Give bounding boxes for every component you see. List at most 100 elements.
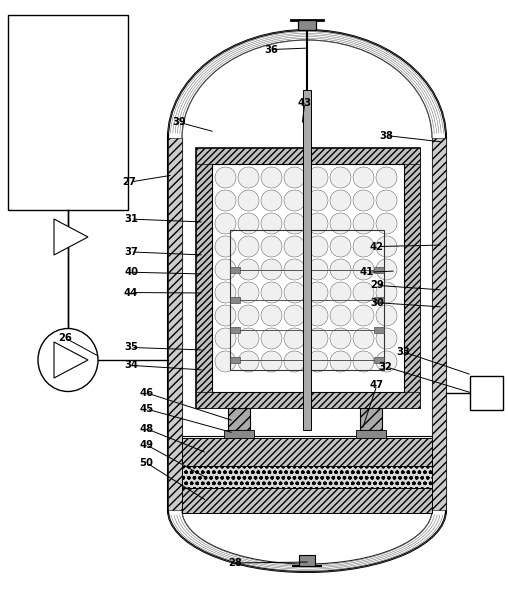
Bar xyxy=(196,148,420,408)
Ellipse shape xyxy=(238,213,259,234)
Ellipse shape xyxy=(307,236,328,257)
Ellipse shape xyxy=(353,167,374,188)
Ellipse shape xyxy=(215,282,236,303)
Text: 47: 47 xyxy=(370,380,384,390)
Polygon shape xyxy=(54,342,88,378)
Bar xyxy=(230,267,240,273)
Ellipse shape xyxy=(353,236,374,257)
Text: 44: 44 xyxy=(124,288,138,297)
Text: 30: 30 xyxy=(370,298,384,307)
Text: 50: 50 xyxy=(139,458,153,467)
Ellipse shape xyxy=(238,259,259,280)
Ellipse shape xyxy=(215,259,236,280)
Ellipse shape xyxy=(330,305,351,326)
Bar xyxy=(8,15,128,210)
Ellipse shape xyxy=(261,259,282,280)
Ellipse shape xyxy=(238,305,259,326)
Ellipse shape xyxy=(261,351,282,372)
Ellipse shape xyxy=(215,328,236,349)
Ellipse shape xyxy=(376,351,397,372)
Bar xyxy=(404,148,420,408)
Bar xyxy=(303,90,311,430)
Bar xyxy=(228,408,250,430)
Bar xyxy=(168,138,182,510)
Ellipse shape xyxy=(261,236,282,257)
Ellipse shape xyxy=(215,236,236,257)
Ellipse shape xyxy=(284,213,305,234)
Text: 38: 38 xyxy=(379,131,393,140)
Bar xyxy=(224,430,254,438)
Bar xyxy=(356,430,386,438)
Polygon shape xyxy=(54,219,88,255)
Bar xyxy=(182,488,432,513)
Text: 27: 27 xyxy=(122,177,137,187)
Ellipse shape xyxy=(376,328,397,349)
Text: 32: 32 xyxy=(378,362,392,371)
Ellipse shape xyxy=(307,190,328,211)
Ellipse shape xyxy=(330,351,351,372)
Ellipse shape xyxy=(376,259,397,280)
Text: 29: 29 xyxy=(370,281,384,290)
Text: 28: 28 xyxy=(228,558,242,568)
Ellipse shape xyxy=(284,282,305,303)
Ellipse shape xyxy=(353,259,374,280)
Ellipse shape xyxy=(238,236,259,257)
Ellipse shape xyxy=(353,328,374,349)
Text: 33: 33 xyxy=(396,347,410,356)
Ellipse shape xyxy=(284,167,305,188)
Ellipse shape xyxy=(376,305,397,326)
Bar xyxy=(196,392,420,408)
Text: 34: 34 xyxy=(124,361,138,370)
Bar xyxy=(230,327,240,333)
Ellipse shape xyxy=(307,351,328,372)
Ellipse shape xyxy=(330,282,351,303)
Text: 45: 45 xyxy=(139,404,153,414)
Bar xyxy=(196,148,212,408)
Bar xyxy=(432,138,446,510)
Ellipse shape xyxy=(38,328,98,392)
Ellipse shape xyxy=(284,305,305,326)
Ellipse shape xyxy=(215,190,236,211)
Ellipse shape xyxy=(238,351,259,372)
Bar xyxy=(298,20,316,30)
Text: 40: 40 xyxy=(124,267,138,277)
Ellipse shape xyxy=(353,213,374,234)
Bar xyxy=(196,148,420,164)
Bar xyxy=(470,376,503,410)
Bar xyxy=(182,466,432,488)
Text: 43: 43 xyxy=(298,98,312,107)
Ellipse shape xyxy=(261,282,282,303)
Ellipse shape xyxy=(307,259,328,280)
Ellipse shape xyxy=(215,167,236,188)
Ellipse shape xyxy=(376,236,397,257)
Ellipse shape xyxy=(376,167,397,188)
Text: 49: 49 xyxy=(139,440,153,450)
Ellipse shape xyxy=(307,282,328,303)
Text: 36: 36 xyxy=(264,45,278,54)
Text: 31: 31 xyxy=(124,214,138,224)
Bar xyxy=(299,555,315,566)
Text: 35: 35 xyxy=(124,343,138,352)
Ellipse shape xyxy=(284,236,305,257)
Ellipse shape xyxy=(215,213,236,234)
Text: 48: 48 xyxy=(139,424,153,433)
Text: 37: 37 xyxy=(124,247,138,257)
Ellipse shape xyxy=(307,167,328,188)
Ellipse shape xyxy=(238,167,259,188)
Text: 41: 41 xyxy=(360,267,374,277)
Ellipse shape xyxy=(284,351,305,372)
Ellipse shape xyxy=(215,351,236,372)
Ellipse shape xyxy=(238,190,259,211)
Ellipse shape xyxy=(376,190,397,211)
Ellipse shape xyxy=(307,328,328,349)
Ellipse shape xyxy=(376,282,397,303)
Bar xyxy=(374,267,384,273)
Bar xyxy=(374,297,384,303)
Ellipse shape xyxy=(353,351,374,372)
Ellipse shape xyxy=(353,305,374,326)
Ellipse shape xyxy=(330,236,351,257)
Ellipse shape xyxy=(330,328,351,349)
Bar xyxy=(374,357,384,363)
Bar xyxy=(374,327,384,333)
Text: 39: 39 xyxy=(172,118,186,127)
